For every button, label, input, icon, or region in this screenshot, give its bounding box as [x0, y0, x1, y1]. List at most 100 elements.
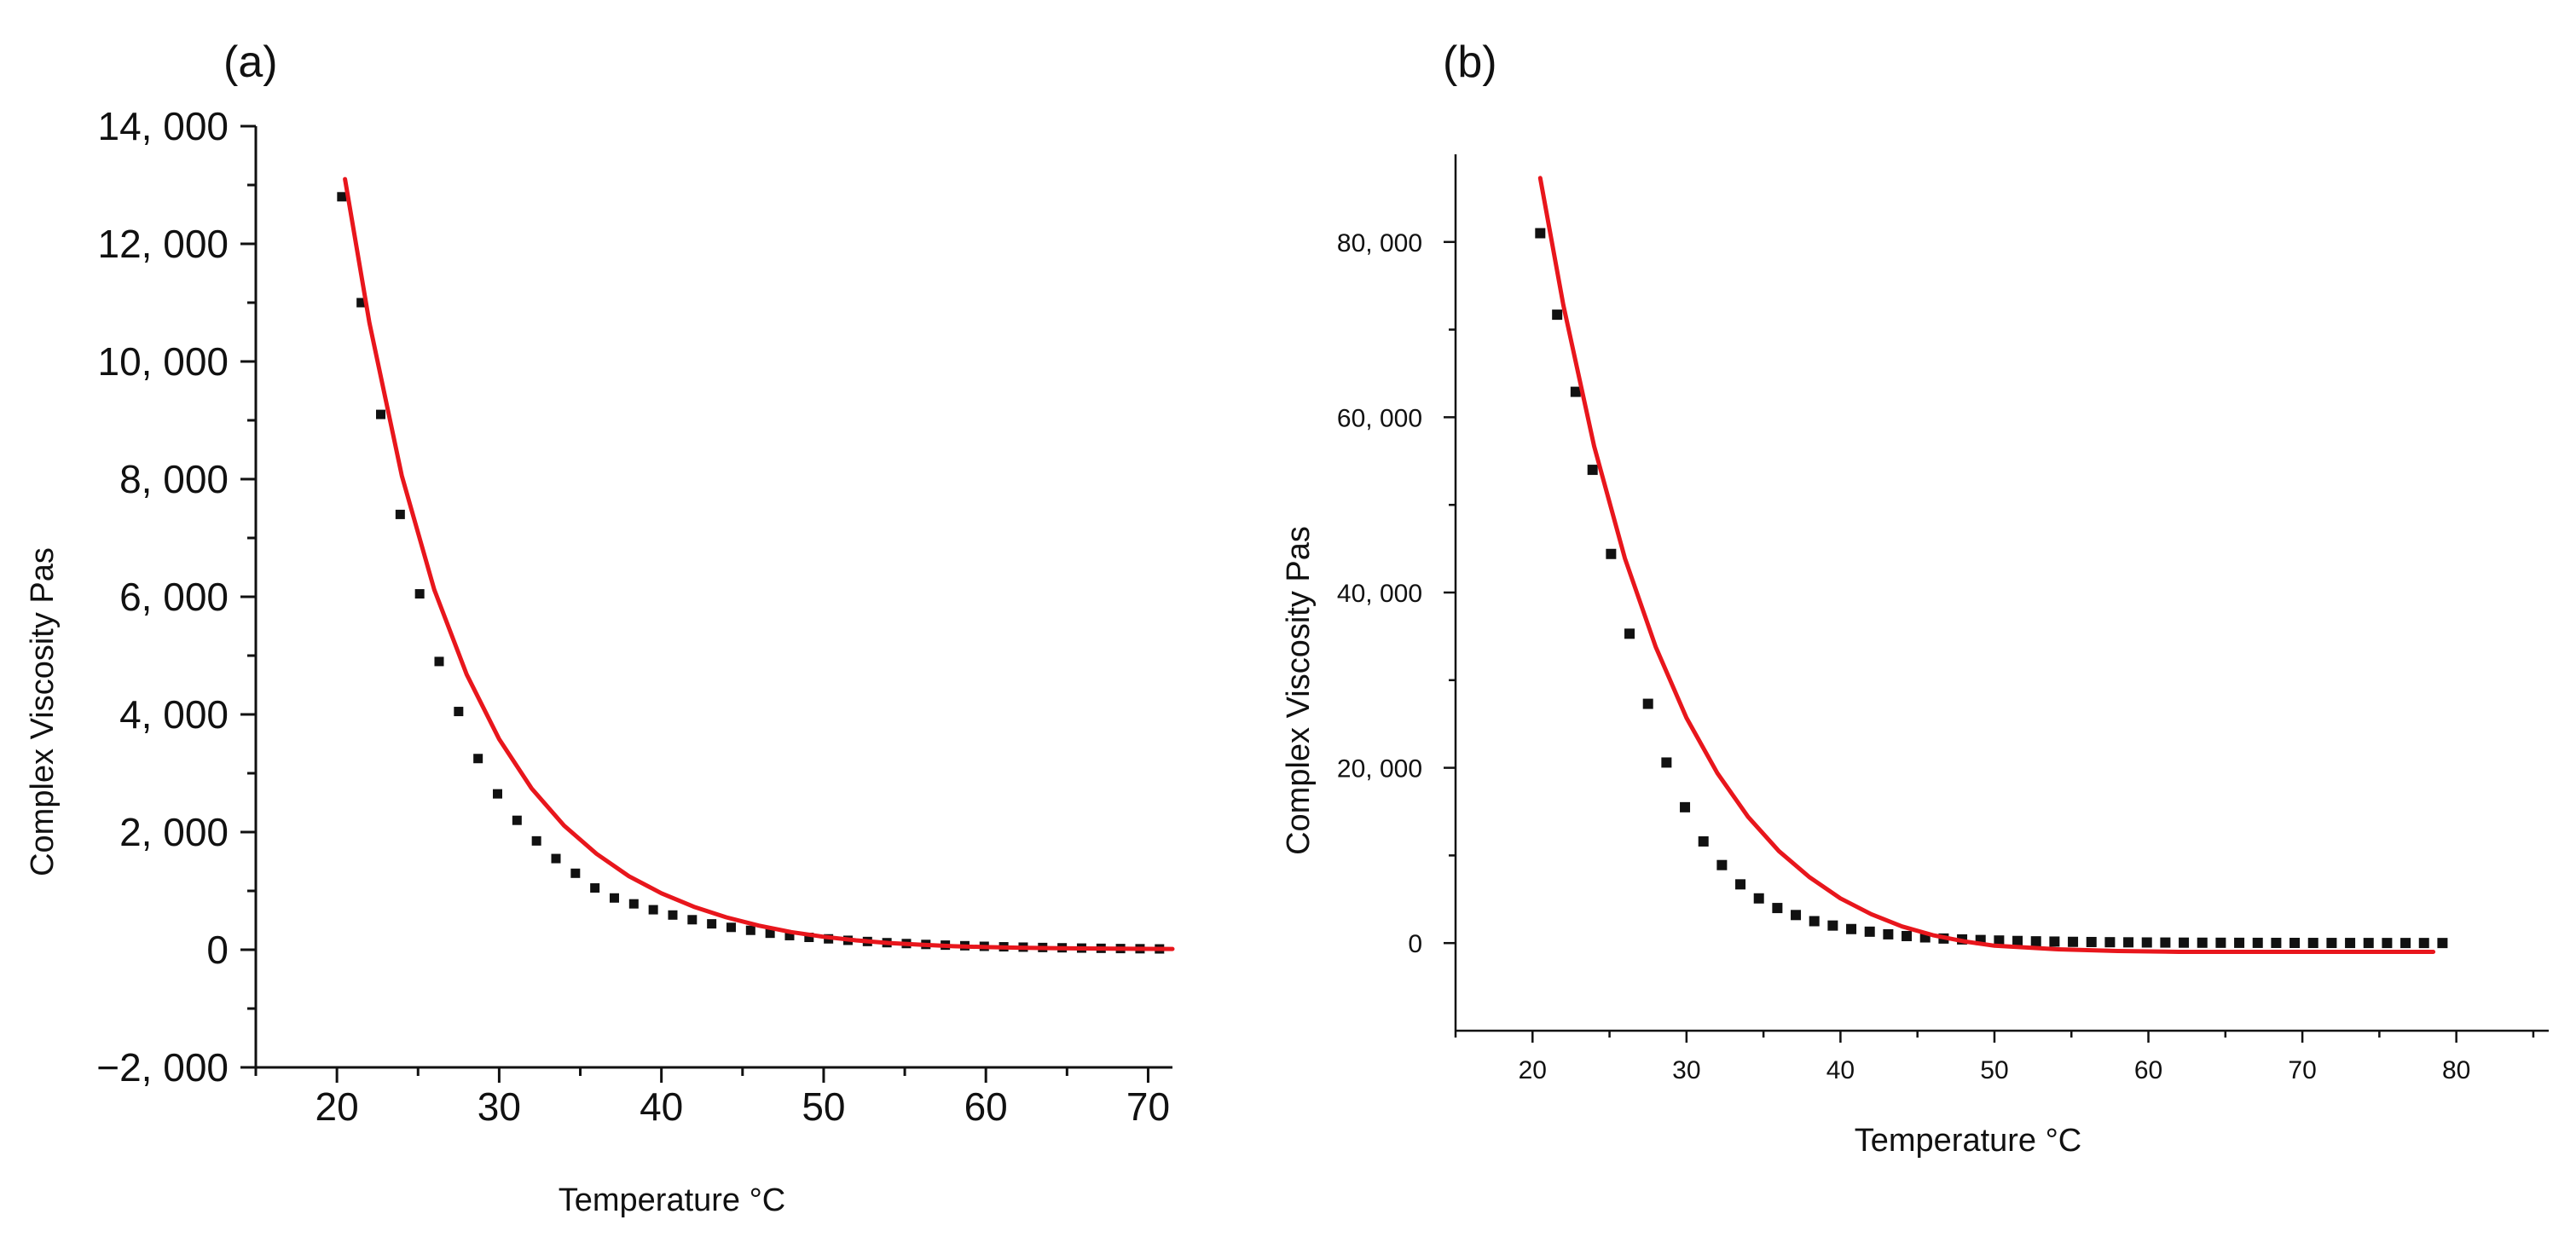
data-point — [1809, 916, 1820, 927]
panel-a-fit-curve — [343, 176, 1175, 951]
data-point — [1864, 926, 1875, 937]
data-point — [531, 835, 541, 846]
data-point — [1570, 386, 1581, 397]
data-point — [2234, 937, 2245, 948]
data-point — [1716, 859, 1728, 870]
fit-line — [343, 176, 1175, 951]
data-point — [2345, 938, 2356, 949]
data-point — [2068, 936, 2079, 947]
data-point — [434, 656, 444, 667]
data-point — [2012, 935, 2023, 946]
panel-b-x-axis-title: Temperature °C — [1855, 1123, 2082, 1159]
y-tick-label: 10, 000 — [98, 339, 229, 384]
data-point — [2160, 937, 2171, 948]
x-tick-label: 60 — [2134, 1056, 2162, 1084]
y-tick-label: 0 — [206, 928, 229, 972]
data-point — [2123, 937, 2134, 948]
data-point — [2215, 937, 2226, 948]
data-point — [2104, 937, 2116, 948]
data-point — [1753, 893, 1764, 904]
data-point — [1902, 930, 1913, 941]
data-point — [2400, 938, 2411, 949]
x-tick-label: 50 — [802, 1084, 845, 1129]
data-point — [512, 815, 522, 825]
data-point — [1624, 628, 1635, 639]
y-tick-label: 60, 000 — [1337, 404, 1422, 432]
y-tick-label: −2, 000 — [96, 1045, 229, 1090]
panel-b-y-axis-title: Complex Viscosity Pas — [1281, 526, 1317, 855]
data-point — [707, 919, 717, 929]
y-tick-label: 14, 000 — [98, 104, 229, 148]
panel-a-x-ticks: 20 30 40 50 60 70 — [254, 1067, 1170, 1129]
data-point — [2252, 937, 2263, 948]
x-tick-label: 40 — [640, 1084, 683, 1129]
data-point — [570, 868, 581, 878]
data-point — [454, 707, 464, 717]
data-point — [2363, 938, 2374, 949]
data-point — [628, 899, 639, 909]
data-point — [2437, 938, 2448, 949]
y-tick-label: 80, 000 — [1337, 229, 1422, 257]
panel-b-x-ticks: 20 30 40 50 60 70 80 — [1454, 1031, 2535, 1084]
data-point — [726, 922, 736, 933]
y-tick-label: 2, 000 — [119, 810, 229, 854]
panel-a-x-axis-title: Temperature °C — [559, 1182, 786, 1218]
data-point — [1535, 228, 1546, 239]
data-point — [2049, 936, 2060, 947]
y-tick-label: 6, 000 — [119, 575, 229, 619]
data-point — [2307, 938, 2318, 949]
data-point — [1994, 935, 2005, 946]
x-tick-label: 80 — [2442, 1056, 2470, 1084]
y-tick-label: 8, 000 — [119, 457, 229, 501]
x-tick-label: 70 — [2288, 1056, 2316, 1084]
data-point — [2086, 936, 2097, 947]
data-point — [2418, 938, 2429, 949]
panel-a-label: (a) — [223, 38, 278, 87]
fit-line — [1537, 176, 2436, 954]
data-point — [395, 509, 405, 519]
data-point — [2382, 938, 2393, 949]
data-point — [2289, 938, 2301, 949]
panel-a-measured-points — [337, 192, 1165, 954]
data-point — [1587, 465, 1598, 476]
x-tick-label: 70 — [1126, 1084, 1170, 1129]
data-point — [2030, 936, 2041, 947]
data-point — [1606, 548, 1617, 559]
data-point — [1772, 903, 1783, 914]
panel-b-label: (b) — [1443, 38, 1497, 87]
data-point — [2271, 937, 2282, 948]
data-point — [2326, 938, 2337, 949]
data-point — [668, 910, 678, 920]
data-point — [784, 930, 795, 940]
panel-b-axes — [1454, 154, 2549, 1032]
panel-b-fit-curve — [1537, 176, 2436, 954]
data-point — [1791, 910, 1802, 921]
x-tick-label: 20 — [315, 1084, 359, 1129]
x-tick-label: 50 — [1980, 1056, 2008, 1084]
data-point — [1552, 309, 1563, 321]
x-tick-label: 20 — [1519, 1056, 1547, 1084]
panel-a: (a) −2, 000 0 2, 000 4, 000 6, 000 8, 000 10, … — [25, 38, 1175, 1218]
x-tick-label: 30 — [1672, 1056, 1700, 1084]
panel-b-measured-points — [1535, 228, 2448, 949]
data-point — [376, 409, 386, 419]
data-point — [765, 928, 775, 939]
data-point — [414, 589, 425, 599]
data-point — [745, 925, 755, 935]
panel-a-y-axis-title: Complex Viscosity Pas — [25, 547, 61, 876]
y-tick-label: 12, 000 — [98, 222, 229, 266]
data-point — [2179, 937, 2190, 948]
data-point — [1827, 920, 1838, 931]
panel-a-y-ticks: −2, 000 0 2, 000 4, 000 6, 000 8, 000 10, 000 1… — [96, 104, 256, 1090]
data-point — [1883, 928, 1894, 939]
data-point — [1698, 835, 1709, 847]
data-point — [473, 754, 483, 764]
data-point — [2141, 937, 2152, 948]
data-point — [337, 192, 347, 202]
y-tick-label: 40, 000 — [1337, 580, 1422, 608]
data-point — [1846, 923, 1857, 934]
data-point — [551, 853, 561, 864]
data-point — [804, 933, 814, 943]
data-point — [1661, 757, 1672, 768]
